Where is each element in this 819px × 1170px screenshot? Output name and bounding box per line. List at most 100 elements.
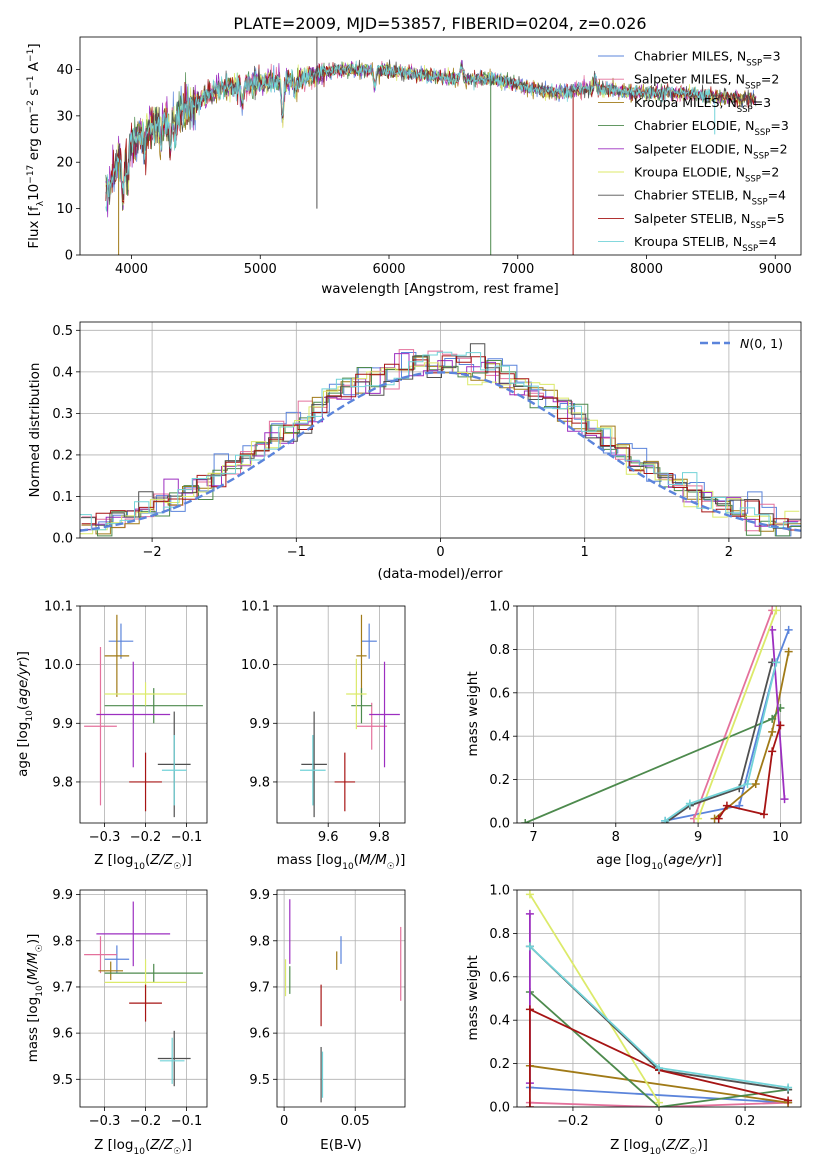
label-part: −1 <box>26 75 36 88</box>
weight-marker-5 <box>655 1098 663 1107</box>
label-part: age/yr <box>668 852 713 868</box>
label-part: −2 <box>26 100 36 113</box>
label-part: ( <box>354 852 359 868</box>
y-tick-label: 1.0 <box>489 884 510 899</box>
legend-label: Kroupa STELIB, NSSP=4 <box>634 234 777 254</box>
plot-area <box>300 614 400 818</box>
y-tick-label: 9.5 <box>52 1073 73 1088</box>
legend-text: Kroupa STELIB, N <box>634 234 742 249</box>
label-part: 10 <box>342 862 354 872</box>
weight-marker-7 <box>525 1005 534 1014</box>
label-part: age/yr <box>15 660 31 705</box>
weight-line-0 <box>529 1086 789 1104</box>
label-part: age [log <box>15 722 31 777</box>
y-tick-label: 0.2 <box>52 448 73 463</box>
axes-frame <box>516 605 802 824</box>
label-part: ☉ <box>35 944 45 952</box>
y-axis-label: Flux [fλ10−17 erg cm−2 s−1 A−1] <box>26 43 46 248</box>
legend-count: =3 <box>762 49 780 64</box>
histogram-series-8 <box>80 351 798 531</box>
weight-line-5 <box>529 893 660 1104</box>
grid <box>80 890 207 1107</box>
weight-line-7 <box>529 1007 789 1107</box>
legend-text: N <box>740 336 750 351</box>
panel-mass_vs_Z: −0.3 −0.2 −0.19.59.69.79.89.9Z [log10(Z/Z☉… <box>25 888 208 1157</box>
y-tick-label: 1.0 <box>489 600 510 615</box>
weight-marker-3 <box>521 819 530 823</box>
legend-label: Chabrier MILES, NSSP=3 <box>634 49 781 69</box>
y-tick-label: 40 <box>56 63 73 78</box>
x-tick-label: 10 <box>772 830 789 845</box>
histogram-series-2 <box>81 356 801 535</box>
label-part: 10 <box>35 985 45 997</box>
label-part: ( <box>145 852 150 868</box>
plot-area <box>80 343 801 537</box>
y-tick-label: 0.6 <box>489 686 510 701</box>
weight-marker-7 <box>759 810 768 819</box>
weight-line-0 <box>665 629 790 822</box>
label-part: mass [log <box>25 997 41 1063</box>
weight-marker-0 <box>784 625 793 634</box>
weight-marker-8 <box>685 799 694 808</box>
panel-massweight_vs_Z: −0.2 0 0.2 0.0 0.2 0.4 0.6 0.8 1.0 Z [log10(Z/Z☉)… <box>465 884 802 1157</box>
label-part: )] <box>181 852 192 868</box>
label-part: 10 <box>651 862 663 872</box>
label-part: mass weight <box>465 671 481 756</box>
y-tick-label: 0.8 <box>489 927 510 942</box>
x-tick-label: −0.2 <box>130 830 162 845</box>
x-tick-label: −0.1 <box>171 830 203 845</box>
weight-marker-5 <box>694 814 703 823</box>
label-part: )] <box>15 651 31 662</box>
weight-line-2 <box>529 1064 789 1104</box>
x-tick-label: 8000 <box>630 262 663 277</box>
legend-label: Salpeter STELIB, NSSP=5 <box>634 211 785 231</box>
x-tick-label: −0.3 <box>89 830 121 845</box>
y-tick-label: 9.8 <box>52 934 73 949</box>
grid <box>517 889 801 1108</box>
weight-marker-5 <box>772 606 781 615</box>
y-axis-label: mass weight <box>465 671 481 756</box>
legend-text: Kroupa MILES, N <box>634 95 737 110</box>
weight-marker-5 <box>525 890 534 899</box>
weight-line-2 <box>714 651 790 820</box>
label-part: ☉ <box>387 862 395 872</box>
y-tick-label: 0.0 <box>489 1101 510 1116</box>
legend-sub: SSP <box>742 244 758 254</box>
spectrum-series-6 <box>105 59 757 202</box>
legend: N(0, 1) <box>700 336 783 351</box>
weight-marker-7 <box>525 1103 534 1107</box>
x-axis-label: Z [log10(Z/Z☉)] <box>610 1137 708 1157</box>
label-part: 10 <box>133 1147 145 1157</box>
x-tick-label: −0.2 <box>557 1114 589 1129</box>
y-tick-label: 0.2 <box>489 773 510 788</box>
x-tick-label: 9000 <box>759 262 792 277</box>
figure-title: PLATE=2009, MJD=53857, FIBERID=0204, z=0… <box>233 14 646 33</box>
label-part: −1 <box>26 49 36 62</box>
legend-text: Chabrier ELODIE, N <box>634 118 754 133</box>
label-part: M/M <box>25 952 41 980</box>
grid <box>80 322 801 539</box>
weight-marker-2 <box>751 779 760 788</box>
legend-sub: SSP <box>737 105 753 115</box>
plot-area <box>521 606 793 823</box>
grid <box>277 890 405 1107</box>
y-tick-label: 9.8 <box>52 775 73 790</box>
x-tick-label: 0 <box>436 545 444 560</box>
weight-marker-8 <box>772 658 781 667</box>
label-part: Z/Z <box>149 1137 174 1153</box>
label-part: ( <box>145 1137 150 1153</box>
label-part: Flux [f <box>26 205 42 249</box>
label-part: ☉ <box>689 1147 697 1157</box>
histogram-series-5 <box>80 362 800 535</box>
weight-marker-8 <box>525 942 534 951</box>
y-tick-label: 10.1 <box>241 600 270 615</box>
legend-text: Salpeter MILES, N <box>634 72 745 87</box>
legend-label: Kroupa ELODIE, NSSP=2 <box>634 165 779 185</box>
legend-count: =5 <box>766 211 784 226</box>
label-part: )] <box>711 852 722 868</box>
panel-mass_vs_ebv: 0 0.05 9.5 9.6 9.7 9.8 9.9 E(B-V) <box>249 888 406 1153</box>
x-tick-label: 0.05 <box>341 1114 370 1129</box>
weight-line-1 <box>529 1101 789 1107</box>
label-part: Normed distribution <box>27 363 43 498</box>
x-axis-label: mass [log10(M/M☉)] <box>277 852 406 872</box>
